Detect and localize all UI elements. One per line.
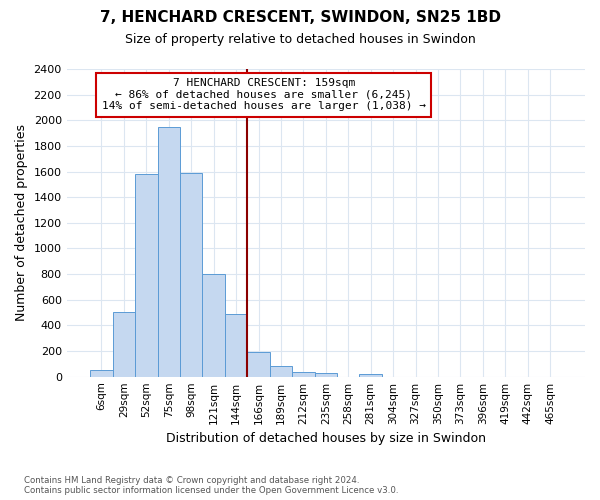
Bar xyxy=(135,174,158,376)
Bar xyxy=(225,314,247,376)
Bar xyxy=(90,370,113,376)
Text: Size of property relative to detached houses in Swindon: Size of property relative to detached ho… xyxy=(125,32,475,46)
Bar xyxy=(270,366,292,376)
Text: 7 HENCHARD CRESCENT: 159sqm
← 86% of detached houses are smaller (6,245)
14% of : 7 HENCHARD CRESCENT: 159sqm ← 86% of det… xyxy=(101,78,425,112)
Text: Contains HM Land Registry data © Crown copyright and database right 2024.
Contai: Contains HM Land Registry data © Crown c… xyxy=(24,476,398,495)
Bar xyxy=(180,173,202,376)
Bar xyxy=(292,372,314,376)
Y-axis label: Number of detached properties: Number of detached properties xyxy=(15,124,28,322)
X-axis label: Distribution of detached houses by size in Swindon: Distribution of detached houses by size … xyxy=(166,432,486,445)
Bar xyxy=(247,352,270,376)
Bar xyxy=(359,374,382,376)
Bar xyxy=(202,274,225,376)
Bar xyxy=(158,126,180,376)
Bar xyxy=(113,312,135,376)
Bar xyxy=(314,373,337,376)
Text: 7, HENCHARD CRESCENT, SWINDON, SN25 1BD: 7, HENCHARD CRESCENT, SWINDON, SN25 1BD xyxy=(100,10,500,25)
